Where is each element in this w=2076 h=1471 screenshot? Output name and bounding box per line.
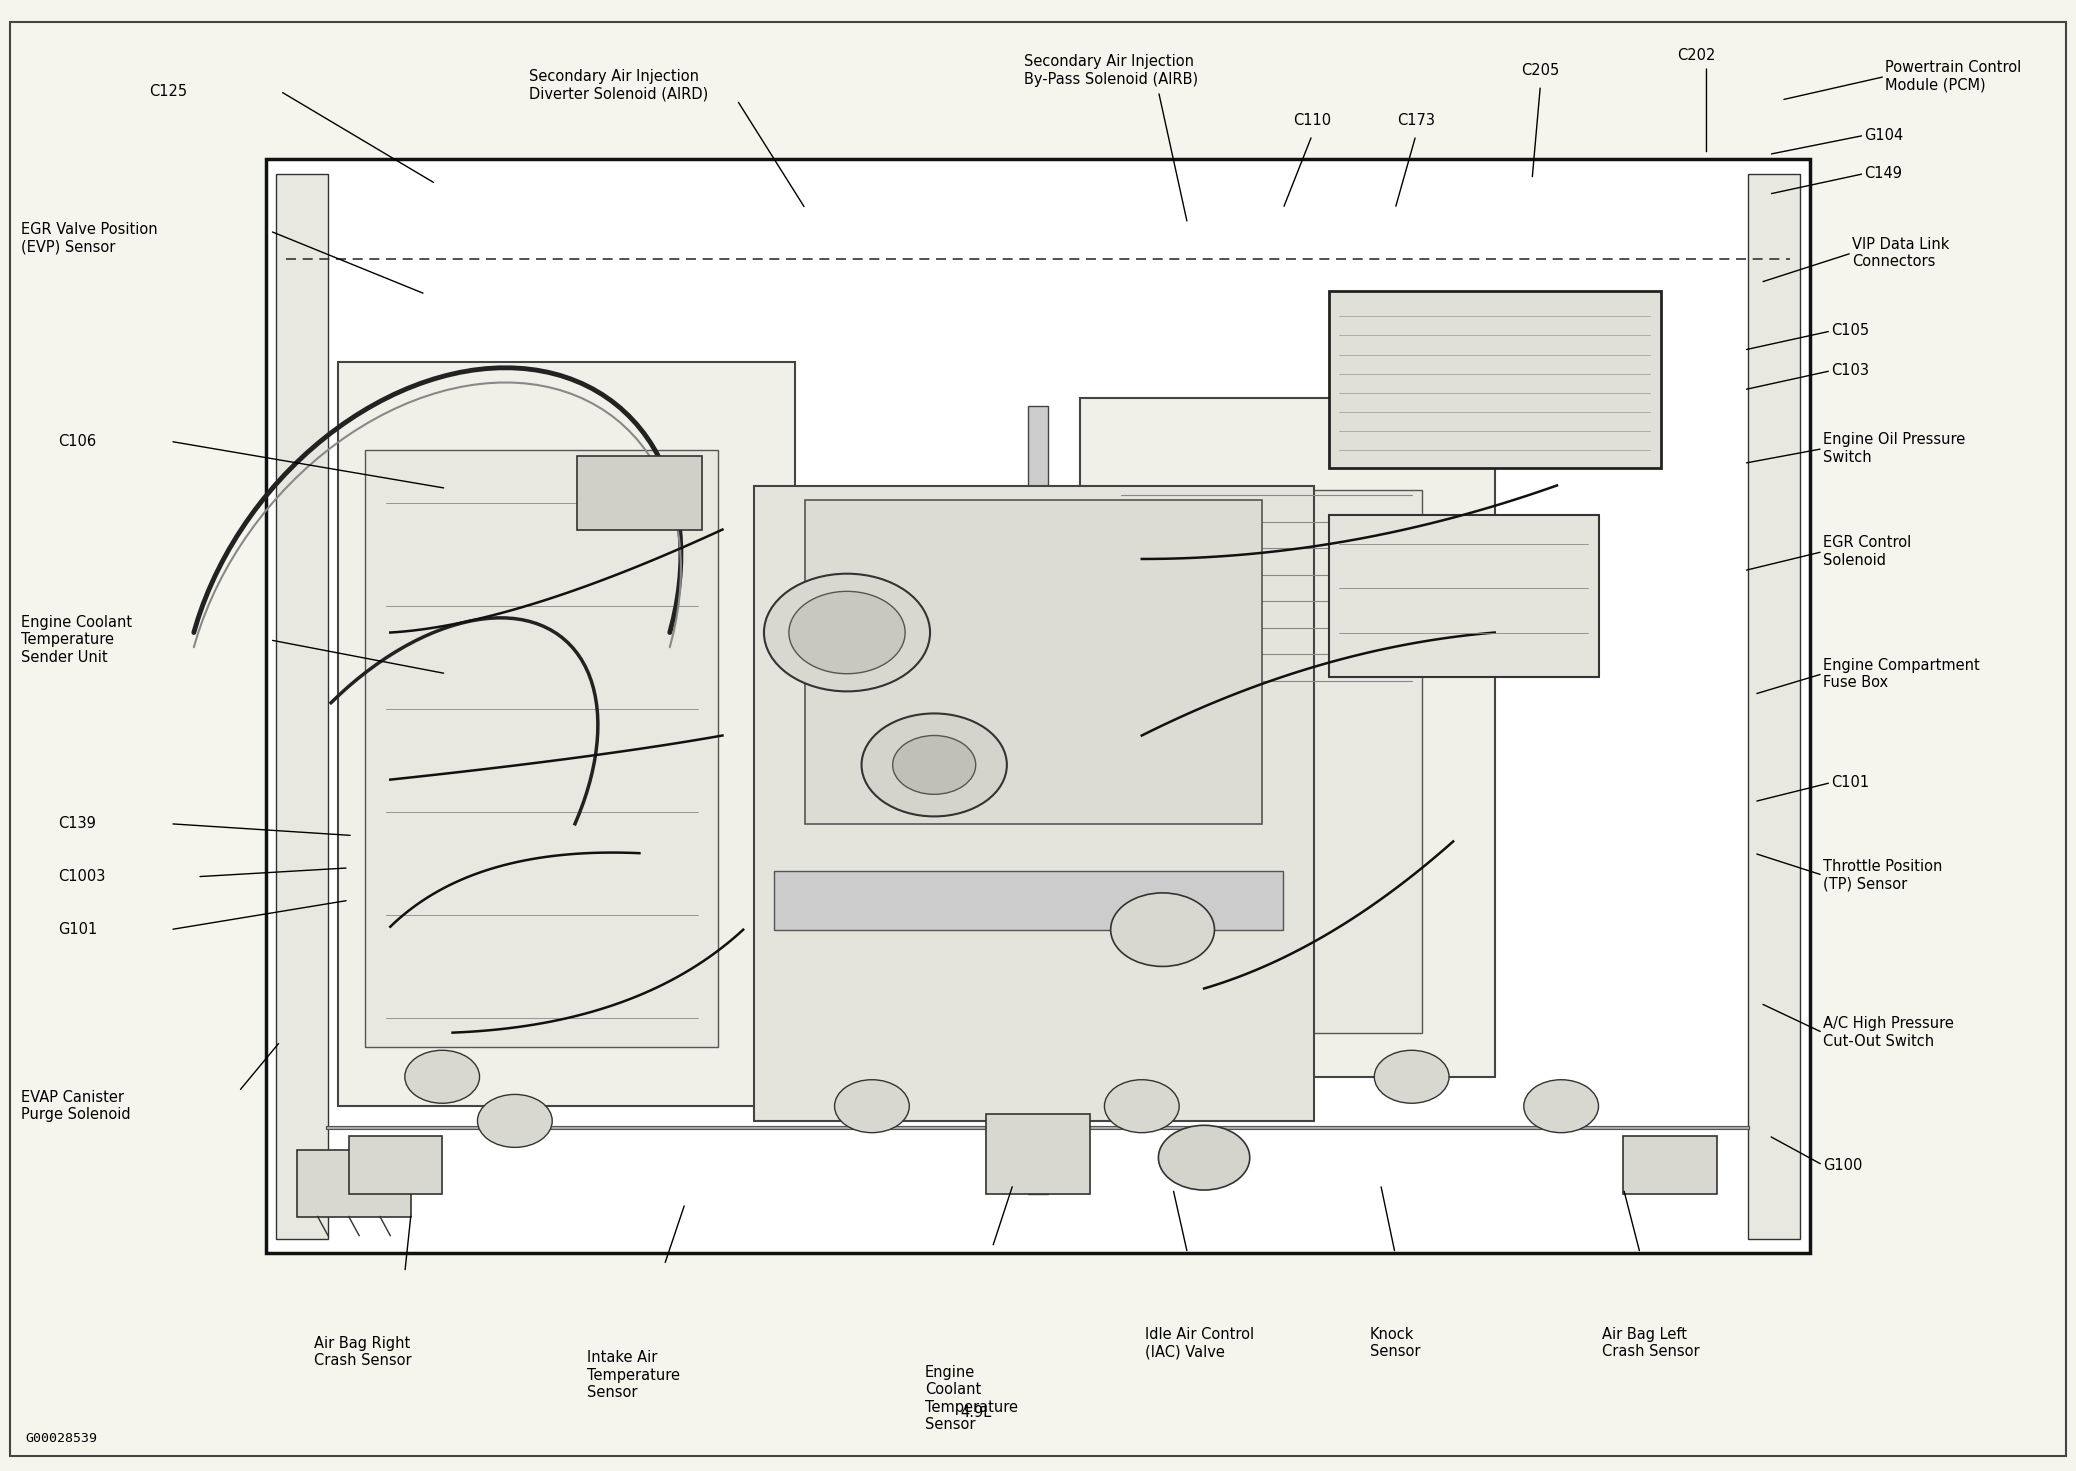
Circle shape xyxy=(477,1094,552,1147)
Bar xyxy=(1329,291,1661,468)
Circle shape xyxy=(893,736,976,794)
Text: C205: C205 xyxy=(1522,63,1559,78)
Bar xyxy=(754,485,1314,1121)
Text: C173: C173 xyxy=(1397,113,1435,128)
Text: Knock
Sensor: Knock Sensor xyxy=(1370,1327,1420,1359)
Bar xyxy=(266,159,1810,1253)
Text: EGR Valve Position
(EVP) Sensor: EGR Valve Position (EVP) Sensor xyxy=(21,222,158,254)
Text: Engine Oil Pressure
Switch: Engine Oil Pressure Switch xyxy=(1823,432,1966,465)
Text: C149: C149 xyxy=(1864,166,1902,181)
Bar xyxy=(1028,406,1048,1194)
Circle shape xyxy=(405,1050,480,1103)
Text: Powertrain Control
Module (PCM): Powertrain Control Module (PCM) xyxy=(1885,60,2022,93)
Text: C101: C101 xyxy=(1831,775,1868,790)
Text: C1003: C1003 xyxy=(58,869,106,884)
Text: C106: C106 xyxy=(58,434,95,449)
Text: Throttle Position
(TP) Sensor: Throttle Position (TP) Sensor xyxy=(1823,859,1943,891)
Circle shape xyxy=(835,1080,909,1133)
Text: Engine
Coolant
Temperature
Sensor: Engine Coolant Temperature Sensor xyxy=(926,1365,1017,1433)
Text: Secondary Air Injection
By-Pass Solenoid (AIRB): Secondary Air Injection By-Pass Solenoid… xyxy=(1023,54,1198,87)
Bar xyxy=(349,1136,442,1194)
Bar xyxy=(805,500,1262,824)
Text: G104: G104 xyxy=(1864,128,1904,143)
Circle shape xyxy=(1524,1080,1599,1133)
Circle shape xyxy=(862,713,1007,816)
Circle shape xyxy=(1374,1050,1449,1103)
Bar xyxy=(577,456,702,530)
Text: A/C High Pressure
Cut-Out Switch: A/C High Pressure Cut-Out Switch xyxy=(1823,1016,1954,1049)
Circle shape xyxy=(1104,1080,1179,1133)
Text: EVAP Canister
Purge Solenoid: EVAP Canister Purge Solenoid xyxy=(21,1090,131,1122)
Text: Air Bag Left
Crash Sensor: Air Bag Left Crash Sensor xyxy=(1601,1327,1700,1359)
Text: Secondary Air Injection
Diverter Solenoid (AIRD): Secondary Air Injection Diverter Solenoi… xyxy=(529,69,708,101)
Text: EGR Control
Solenoid: EGR Control Solenoid xyxy=(1823,535,1912,568)
Bar xyxy=(297,1150,411,1217)
Text: C202: C202 xyxy=(1677,49,1715,63)
Text: Engine Compartment
Fuse Box: Engine Compartment Fuse Box xyxy=(1823,658,1981,690)
Bar xyxy=(276,174,328,1239)
Text: G101: G101 xyxy=(58,922,98,937)
Bar xyxy=(1080,399,1495,1077)
Text: Idle Air Control
(IAC) Valve: Idle Air Control (IAC) Valve xyxy=(1146,1327,1254,1359)
Text: VIP Data Link
Connectors: VIP Data Link Connectors xyxy=(1852,237,1949,269)
Text: Engine Coolant
Temperature
Sender Unit: Engine Coolant Temperature Sender Unit xyxy=(21,615,133,665)
Text: C103: C103 xyxy=(1831,363,1868,378)
Bar xyxy=(1111,490,1422,1033)
Bar xyxy=(365,450,718,1047)
Text: C110: C110 xyxy=(1293,113,1331,128)
Text: C139: C139 xyxy=(58,816,95,831)
Bar xyxy=(774,871,1283,930)
Text: C105: C105 xyxy=(1831,324,1868,338)
Text: Intake Air
Temperature
Sensor: Intake Air Temperature Sensor xyxy=(588,1350,679,1400)
Text: 4.9L: 4.9L xyxy=(959,1405,992,1420)
Text: Air Bag Right
Crash Sensor: Air Bag Right Crash Sensor xyxy=(313,1336,413,1368)
Bar xyxy=(986,1114,1090,1194)
Circle shape xyxy=(1158,1125,1250,1190)
Bar xyxy=(1329,515,1599,677)
Bar xyxy=(1748,174,1800,1239)
Circle shape xyxy=(764,574,930,691)
Text: C125: C125 xyxy=(149,84,187,99)
Bar xyxy=(338,362,795,1106)
Text: G00028539: G00028539 xyxy=(25,1433,98,1445)
Text: G100: G100 xyxy=(1823,1158,1862,1172)
Bar xyxy=(1623,1136,1717,1194)
Circle shape xyxy=(789,591,905,674)
Circle shape xyxy=(1111,893,1214,966)
